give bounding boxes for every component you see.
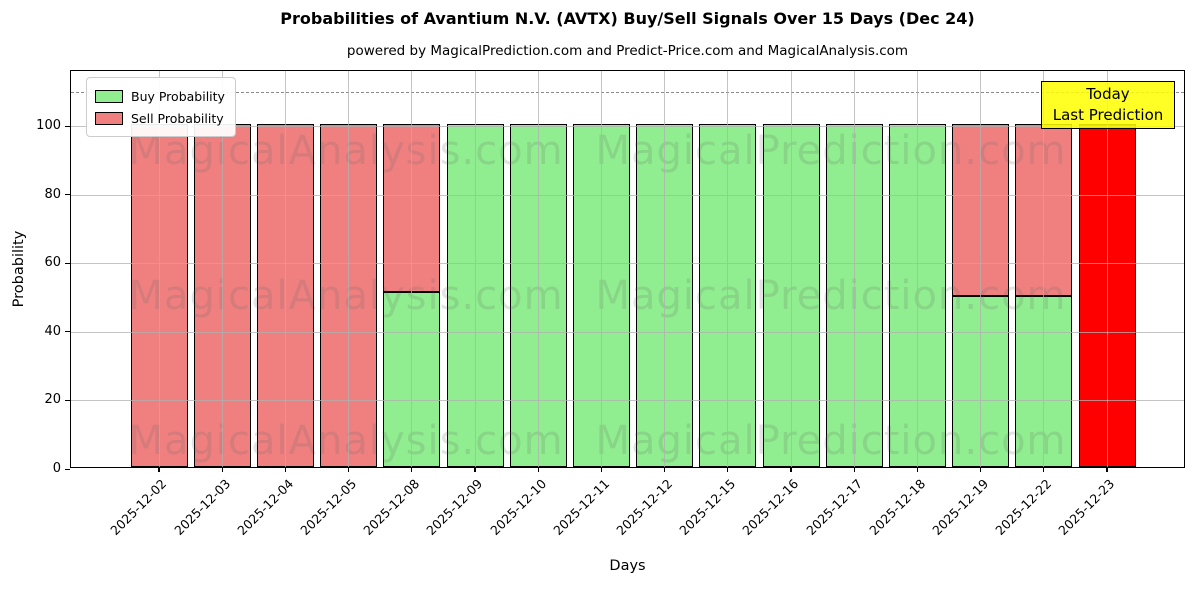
x-gridline (411, 71, 413, 467)
x-tick-label: 2025-12-15 (676, 476, 739, 538)
x-tick-mark (916, 467, 918, 472)
x-tick-label: 2025-12-05 (297, 476, 360, 538)
x-axis-label: Days (609, 558, 646, 574)
y-tick-mark (65, 262, 70, 264)
x-gridline (727, 71, 729, 467)
y-tick-label: 20 (44, 392, 61, 408)
x-tick-mark (727, 467, 729, 472)
x-tick-label: 2025-12-22 (992, 476, 1055, 538)
x-gridline (853, 71, 855, 467)
y-tick-label: 40 (44, 323, 61, 339)
x-tick-mark (853, 467, 855, 472)
x-tick-label: 2025-12-02 (107, 476, 170, 538)
x-tick-label: 2025-12-23 (1055, 476, 1118, 538)
y-gridline (71, 400, 1184, 402)
y-gridline (71, 194, 1184, 196)
x-gridline (348, 71, 350, 467)
x-gridline (158, 71, 160, 467)
legend-label-sell: Sell Probability (131, 110, 224, 126)
x-tick-label: 2025-12-10 (486, 476, 549, 538)
y-tick-label: 80 (44, 186, 61, 202)
x-gridline (221, 71, 223, 467)
today-annotation-box: Today Last Prediction (1041, 81, 1175, 129)
x-tick-mark (284, 467, 286, 472)
x-tick-mark (600, 467, 602, 472)
y-tick-label: 0 (52, 461, 61, 476)
y-gridline (71, 263, 1184, 265)
x-tick-label: 2025-12-04 (234, 476, 296, 538)
x-tick-mark (411, 467, 413, 472)
x-tick-mark (1106, 467, 1108, 472)
buy-swatch-icon (95, 89, 123, 103)
y-tick-label: 100 (36, 118, 61, 133)
y-tick-mark (65, 125, 70, 127)
threshold-dashed-line (71, 91, 1184, 93)
x-tick-label: 2025-12-09 (423, 476, 486, 538)
x-tick-label: 2025-12-19 (929, 476, 992, 538)
x-gridline (916, 71, 918, 467)
plot-area: Buy Probability Sell Probability Today L… (36, 70, 1185, 538)
x-gridline (284, 71, 286, 467)
watermark-text: MagicalPrediction.com (595, 418, 1067, 464)
y-gridline (71, 331, 1184, 333)
y-gridline (71, 126, 1184, 127)
x-gridline (980, 71, 982, 467)
x-gridline (790, 71, 792, 467)
watermark-text: MagicalPrediction.com (595, 273, 1067, 319)
x-tick-label: 2025-12-11 (550, 476, 612, 538)
x-tick-label: 2025-12-17 (802, 476, 865, 538)
x-gridline (600, 71, 602, 467)
x-tick-label: 2025-12-03 (170, 476, 233, 538)
y-tick-mark (65, 399, 70, 402)
x-tick-mark (980, 467, 982, 472)
x-tick-label: 2025-12-16 (739, 476, 802, 538)
x-tick-label: 2025-12-08 (360, 476, 423, 538)
x-gridline (474, 71, 476, 467)
x-tick-mark (221, 467, 223, 472)
chart-title: Probabilities of Avantium N.V. (AVTX) Bu… (280, 9, 975, 28)
x-gridline (1106, 71, 1108, 467)
x-tick-label: 2025-12-18 (866, 476, 928, 538)
legend: Buy Probability Sell Probability (86, 77, 236, 137)
chart-subtitle: powered by MagicalPrediction.com and Pre… (346, 43, 909, 59)
y-tick-mark (65, 331, 70, 333)
watermark-text: MagicalAnalysis.com (128, 418, 564, 464)
x-tick-mark (790, 467, 792, 472)
legend-item-sell: Sell Probability (95, 107, 225, 129)
x-tick-mark (348, 467, 350, 472)
x-tick-mark (664, 467, 666, 472)
today-annotation-line2: Last Prediction (1052, 106, 1164, 124)
x-tick-label: 2025-12-12 (613, 476, 676, 538)
watermark-text: MagicalAnalysis.com (128, 273, 564, 319)
x-gridline (1043, 71, 1045, 467)
x-gridline (664, 71, 666, 467)
x-tick-mark (474, 467, 476, 472)
sell-swatch-icon (95, 111, 123, 125)
x-tick-mark (1043, 467, 1045, 472)
x-tick-mark (537, 467, 539, 472)
y-tick-mark (65, 194, 70, 196)
x-gridline (537, 71, 539, 467)
y-tick-mark (65, 468, 70, 470)
legend-item-buy: Buy Probability (95, 85, 225, 107)
y-tick-label: 60 (44, 255, 61, 271)
legend-label-buy: Buy Probability (131, 88, 225, 104)
watermark-text: MagicalPrediction.com (595, 128, 1067, 174)
today-annotation-line1: Today (1086, 85, 1130, 103)
x-tick-mark (158, 467, 160, 472)
